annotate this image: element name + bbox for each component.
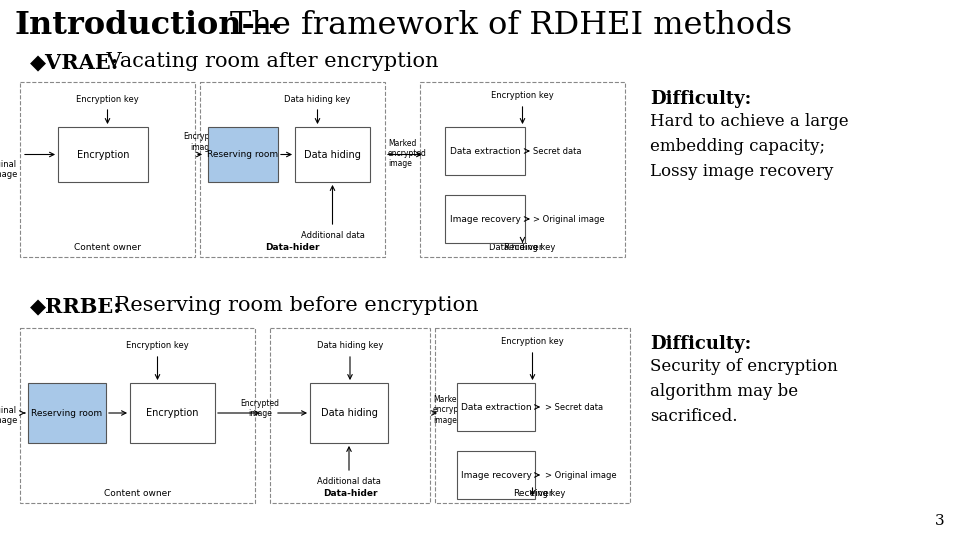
Text: The framework of RDHEI methods: The framework of RDHEI methods [230, 10, 792, 41]
Text: Data hiding key: Data hiding key [499, 489, 565, 498]
Bar [435, 328, 630, 503]
Bar [270, 328, 430, 503]
Text: > Original image: > Original image [545, 470, 616, 480]
Text: Reserving room: Reserving room [207, 150, 278, 159]
Text: Security of encryption
algorithm may be
sacrificed.: Security of encryption algorithm may be … [650, 358, 838, 424]
Bar [457, 383, 535, 431]
Text: ◆VRAE:: ◆VRAE: [30, 52, 119, 72]
Bar [295, 127, 370, 182]
Text: Data hiding: Data hiding [304, 150, 361, 159]
Text: Image recovery: Image recovery [449, 214, 520, 224]
Text: Reserving room: Reserving room [32, 408, 103, 417]
Text: Original
Image: Original Image [0, 406, 17, 425]
Bar [20, 82, 195, 257]
Text: Data hiding key: Data hiding key [284, 96, 350, 105]
Text: Data hiding key: Data hiding key [317, 341, 383, 350]
Bar [130, 383, 215, 443]
Text: Data hiding key: Data hiding key [490, 243, 556, 252]
Text: Introduction---: Introduction--- [15, 10, 282, 41]
Text: Content owner: Content owner [74, 243, 141, 252]
Bar [28, 383, 106, 443]
Bar [445, 195, 525, 243]
Text: Original
Image: Original Image [0, 160, 17, 179]
Bar [208, 127, 278, 182]
Bar [20, 328, 255, 503]
Text: > Original image: > Original image [533, 214, 605, 224]
Text: Difficulty:: Difficulty: [650, 335, 752, 353]
Text: Encryption key: Encryption key [126, 341, 189, 350]
Text: Data-hider: Data-hider [323, 489, 377, 498]
Text: Secret data: Secret data [533, 146, 582, 156]
Text: Additional data: Additional data [300, 231, 365, 240]
Text: Encryption key: Encryption key [76, 96, 139, 105]
Text: Marked
encrypted
image: Marked encrypted image [433, 395, 472, 425]
Text: Receiver: Receiver [513, 489, 552, 498]
Text: Data extraction: Data extraction [461, 402, 531, 411]
Text: Data hiding: Data hiding [321, 408, 377, 418]
Text: Encryption key: Encryption key [492, 91, 554, 100]
Text: Encryption: Encryption [146, 408, 199, 418]
Bar [200, 82, 385, 257]
Text: > Secret data: > Secret data [545, 402, 603, 411]
Text: Difficulty:: Difficulty: [650, 90, 752, 108]
Text: Additional data: Additional data [317, 476, 381, 485]
Text: Encrypted
image: Encrypted image [241, 399, 279, 418]
Text: Data extraction: Data extraction [449, 146, 520, 156]
Text: Receiver: Receiver [503, 243, 542, 252]
Bar [420, 82, 625, 257]
Text: Hard to achieve a large
embedding capacity;
Lossy image recovery: Hard to achieve a large embedding capaci… [650, 113, 849, 180]
Text: ◆RRBE:: ◆RRBE: [30, 296, 122, 316]
Text: Vacating room after encryption: Vacating room after encryption [100, 52, 439, 71]
Bar [445, 127, 525, 175]
Text: Image recovery: Image recovery [461, 470, 532, 480]
Text: Encryption: Encryption [77, 150, 130, 159]
Bar [310, 383, 388, 443]
Bar [58, 127, 148, 182]
Text: Content owner: Content owner [104, 489, 171, 498]
Text: Data-hider: Data-hider [265, 243, 320, 252]
Text: Reserving room before encryption: Reserving room before encryption [108, 296, 479, 315]
Text: Marked
encrypted
image: Marked encrypted image [388, 138, 427, 168]
Text: Encryption key: Encryption key [501, 338, 564, 347]
Bar [457, 451, 535, 499]
Text: 3: 3 [935, 514, 945, 528]
Text: Encrypted
image: Encrypted image [183, 132, 222, 152]
